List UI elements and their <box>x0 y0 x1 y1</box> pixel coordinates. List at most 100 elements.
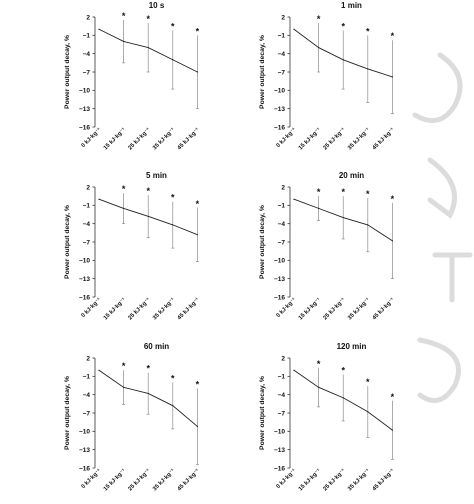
x-category-label: 15 kJ·kg⁻¹ <box>297 467 322 492</box>
x-category-label: 45 kJ·kg⁻¹ <box>176 296 201 321</box>
data-point <box>293 28 295 30</box>
y-tick-label: 2 <box>281 355 285 362</box>
chart-panel: 120 min 2 −1 −4 −7 −10 −13 −16 Power output deca… <box>259 342 396 492</box>
data-point <box>342 59 344 61</box>
significance-marker: * <box>196 26 200 36</box>
x-category-label: 35 kJ·kg⁻¹ <box>151 126 176 151</box>
chart-title: 20 min <box>339 171 364 180</box>
x-category-label: 45 kJ·kg⁻¹ <box>371 467 396 492</box>
y-tick-label: −13 <box>274 106 285 113</box>
x-category-label: 45 kJ·kg⁻¹ <box>371 296 396 321</box>
y-axis-title: Power output decay, % <box>259 205 266 279</box>
significance-marker: * <box>196 199 200 209</box>
x-category-label: 15 kJ·kg⁻¹ <box>297 296 322 321</box>
data-point <box>123 40 125 43</box>
chart-title: 60 min <box>144 342 169 351</box>
x-category-label: 35 kJ·kg⁻¹ <box>151 467 176 492</box>
watermark-stroke <box>432 252 473 303</box>
x-category-label: 35 kJ·kg⁻¹ <box>151 296 176 321</box>
y-tick-label: −10 <box>79 88 90 95</box>
watermark-glyphs <box>412 52 473 404</box>
x-category-label: 35 kJ·kg⁻¹ <box>346 467 371 492</box>
data-point <box>367 411 369 413</box>
x-category-label: 25 kJ·kg⁻¹ <box>322 126 347 151</box>
data-point <box>391 240 393 242</box>
y-tick-label: −16 <box>274 465 285 472</box>
y-axis-title: Power output decay, % <box>64 376 71 450</box>
y-tick-label: −13 <box>79 106 90 113</box>
y-tick-label: 2 <box>281 184 285 191</box>
significance-marker: * <box>317 359 321 369</box>
chart-title: 5 min <box>146 171 167 180</box>
chart-title: 10 s <box>149 1 165 10</box>
significance-marker: * <box>341 21 345 31</box>
data-point <box>172 59 174 61</box>
significance-marker: * <box>146 186 150 196</box>
y-tick-label: −10 <box>79 429 90 436</box>
data-point <box>98 28 100 30</box>
significance-marker: * <box>146 14 150 24</box>
data-point <box>367 68 369 70</box>
y-tick-label: −10 <box>274 258 285 265</box>
x-category-label: 15 kJ·kg⁻¹ <box>102 467 127 492</box>
y-tick-label: 2 <box>86 14 90 21</box>
y-tick-label: −4 <box>278 221 286 228</box>
chart-title: 1 min <box>341 1 362 10</box>
data-point <box>196 234 198 236</box>
significance-marker: * <box>341 366 345 376</box>
x-category-label: 25 kJ·kg⁻¹ <box>127 126 152 151</box>
y-tick-label: −4 <box>83 51 91 58</box>
data-point <box>147 46 149 49</box>
x-category-label: 35 kJ·kg⁻¹ <box>346 296 371 321</box>
data-point <box>318 386 320 388</box>
significance-marker: * <box>146 364 150 374</box>
y-tick-label: −10 <box>274 429 285 436</box>
significance-marker: * <box>317 14 321 24</box>
y-tick-label: −4 <box>278 392 286 399</box>
x-category-label: 35 kJ·kg⁻¹ <box>346 126 371 151</box>
y-tick-label: −4 <box>83 221 91 228</box>
data-point <box>318 207 320 209</box>
data-point <box>318 46 320 49</box>
x-category-label: 25 kJ·kg⁻¹ <box>127 296 152 321</box>
chart-title: 120 min <box>337 342 367 351</box>
y-axis-title: Power output decay, % <box>259 35 266 109</box>
significance-marker: * <box>366 189 370 199</box>
x-category-label: 15 kJ·kg⁻¹ <box>102 296 127 321</box>
chart-panel: 20 min 2 −1 −4 −7 −10 −13 −16 Power output decay… <box>259 171 396 321</box>
significance-marker: * <box>391 194 395 204</box>
data-point <box>391 429 393 431</box>
y-tick-label: −10 <box>274 88 285 95</box>
chart-panels: 10 s 2 −1 −4 −7 −10 −13 −16 Power output decay, … <box>64 1 396 492</box>
data-point <box>342 397 344 399</box>
data-point <box>293 369 295 371</box>
data-point <box>123 207 125 209</box>
y-tick-label: −1 <box>278 374 286 381</box>
x-category-label: 15 kJ·kg⁻¹ <box>102 126 127 151</box>
data-point <box>293 198 295 200</box>
data-point <box>98 369 100 371</box>
data-point <box>196 425 198 428</box>
y-tick-label: −4 <box>278 51 286 58</box>
y-tick-label: −1 <box>83 33 91 40</box>
y-tick-label: −1 <box>83 203 91 210</box>
x-category-label: 45 kJ·kg⁻¹ <box>176 126 201 151</box>
significance-marker: * <box>122 361 126 371</box>
y-tick-label: −4 <box>83 392 91 399</box>
y-tick-label: −1 <box>83 374 91 381</box>
y-tick-label: −7 <box>278 410 286 417</box>
significance-marker: * <box>391 392 395 402</box>
data-point <box>147 392 149 395</box>
x-category-label: 45 kJ·kg⁻¹ <box>371 126 396 151</box>
y-tick-label: −13 <box>79 447 90 454</box>
y-tick-label: −13 <box>274 447 285 454</box>
data-point <box>172 405 174 407</box>
x-category-label: 25 kJ·kg⁻¹ <box>322 296 347 321</box>
significance-marker: * <box>196 380 200 390</box>
y-tick-label: −13 <box>274 276 285 283</box>
y-tick-label: 2 <box>86 355 90 362</box>
watermark-stroke <box>412 52 463 124</box>
y-tick-label: −16 <box>79 294 90 301</box>
data-point <box>196 71 198 73</box>
